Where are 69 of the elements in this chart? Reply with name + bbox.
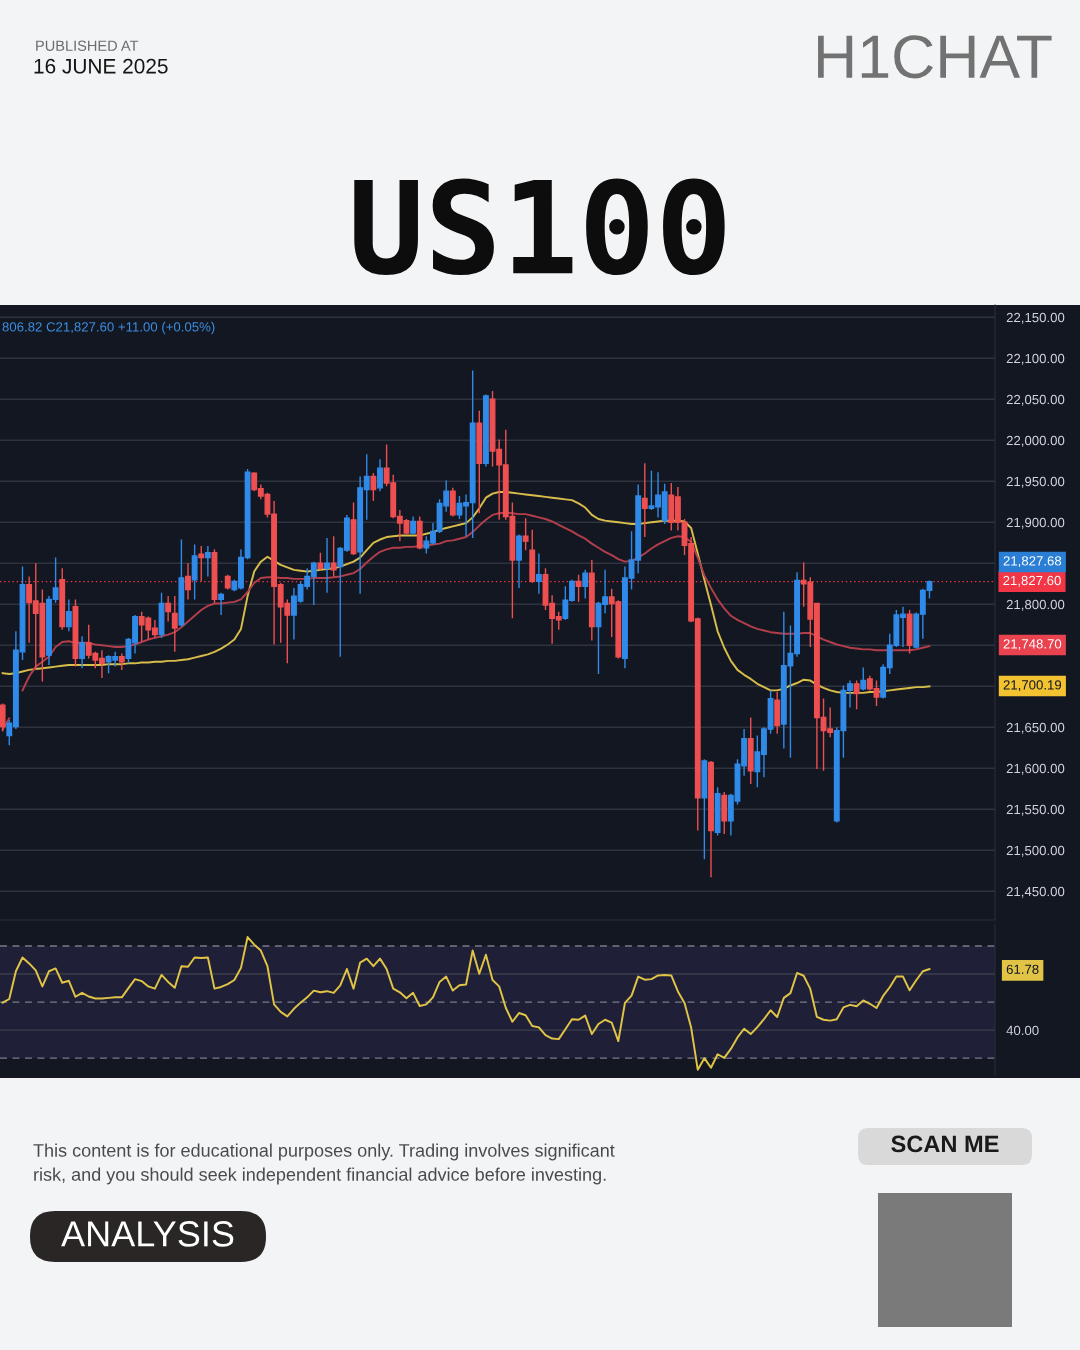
candlestick <box>588 559 595 642</box>
candlestick <box>774 691 781 735</box>
candlestick <box>476 410 483 514</box>
candlestick <box>641 462 648 538</box>
y-tick-label: 21,800.00 <box>1006 599 1065 611</box>
candlestick <box>410 515 417 536</box>
candlestick <box>535 552 542 595</box>
y-tick-label: 21,450.00 <box>1006 886 1065 898</box>
line-series <box>1 490 931 694</box>
line-series <box>1 936 931 1071</box>
text: H1CHAT <box>818 35 1052 79</box>
annotation: 806.82 C21,827.60 +11.00 (+0.05%) <box>2 321 215 335</box>
text: 16 JUNE 2025 <box>34 58 168 74</box>
text: 21,748.70 <box>1003 639 1062 651</box>
candlestick <box>65 598 72 633</box>
y-tick-label: 22,000.00 <box>1006 435 1065 447</box>
y-tick-label: 61.78 <box>1006 964 1039 974</box>
y-tick-label: 22,100.00 <box>1006 353 1065 365</box>
candlestick <box>165 595 172 623</box>
text: SCAN ME <box>891 1135 999 1153</box>
candlestick <box>59 567 66 631</box>
text: ANALYSIS <box>61 1221 234 1247</box>
candlestick <box>79 635 86 669</box>
candlestick <box>701 758 708 861</box>
candlestick <box>324 537 330 594</box>
text: 21,700.19 <box>1003 680 1062 692</box>
y-tick-label: 21,500.00 <box>1006 845 1065 857</box>
y-tick-label: 21,550.00 <box>1006 804 1065 816</box>
candlestick <box>317 551 324 571</box>
candlestick <box>449 487 456 518</box>
y-tick-label: 21,650.00 <box>1006 722 1065 734</box>
candlestick <box>185 562 191 601</box>
ref-line-label: 21,827.60 <box>1003 575 1061 587</box>
y-tick-label: 22,050.00 <box>1006 394 1065 406</box>
candlestick <box>575 574 582 603</box>
y-tick-label: 22,150.00 <box>1006 312 1065 324</box>
y-tick-label: 21,900.00 <box>1006 517 1065 529</box>
candlestick <box>370 472 377 502</box>
candlestick <box>198 545 205 583</box>
candlestick <box>218 592 225 616</box>
candlestick <box>747 716 754 785</box>
candlestick <box>330 535 337 578</box>
text: PUBLISHED AT <box>36 40 139 51</box>
candlestick <box>721 791 728 835</box>
chart-title: US100 <box>354 178 725 276</box>
candlestick <box>582 569 589 600</box>
candlestick <box>482 393 489 468</box>
text: 21,827.68 <box>1003 556 1062 568</box>
candlestick <box>708 760 714 879</box>
candlestick <box>224 574 231 591</box>
candlestick <box>377 458 383 492</box>
candlestick <box>171 595 178 653</box>
candlestick <box>0 702 6 733</box>
y-tick-label: 21,600.00 <box>1006 763 1065 775</box>
candlestick <box>522 517 529 551</box>
candlestick <box>516 533 522 589</box>
text: This content is for educational purposes only. Trading involves significant risk, and you should seek independent financial advice before investing. <box>33 1143 615 1185</box>
candlestick <box>714 786 721 837</box>
candlestick <box>853 679 860 710</box>
candlestick <box>416 515 423 551</box>
candlestick <box>118 652 125 671</box>
candlestick <box>860 666 867 692</box>
candlestick <box>191 543 198 601</box>
y-tick-label: 40.00 <box>1006 1025 1039 1036</box>
y-tick-label: 21,950.00 <box>1006 476 1065 488</box>
candlestick <box>178 538 185 628</box>
candlestick <box>906 609 913 655</box>
candlestick <box>529 528 536 584</box>
candlestick <box>204 545 211 578</box>
